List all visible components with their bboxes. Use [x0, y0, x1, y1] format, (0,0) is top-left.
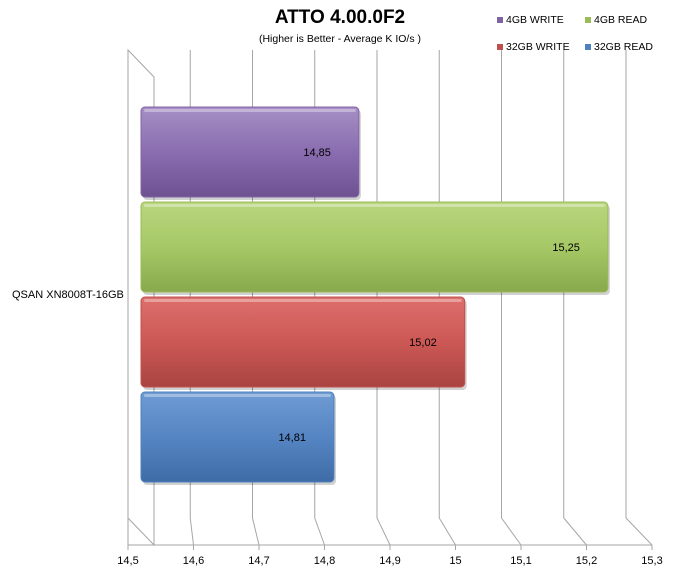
- legend-label-32gb-write: 32GB WRITE: [506, 41, 570, 53]
- gridline-floor: [438, 517, 456, 546]
- bar-4gb-write: [140, 106, 360, 198]
- x-tick-label: 15: [449, 555, 461, 567]
- legend-item-4gb-read: 4GB READ: [585, 14, 648, 26]
- x-tick-label: 15,1: [510, 555, 531, 567]
- bars: [140, 106, 610, 485]
- bar-highlight: [144, 109, 356, 112]
- data-label-32gb-read: 14,81: [278, 432, 306, 444]
- gridline-floor: [189, 517, 194, 546]
- bar-highlight: [144, 204, 605, 207]
- legend-swatch-4gb-read: [585, 17, 591, 23]
- gridline-floor: [563, 517, 587, 546]
- bar-32gb-write: [140, 296, 466, 388]
- data-label-32gb-write: 15,02: [409, 337, 437, 349]
- gridline-floor: [625, 517, 653, 546]
- x-tick-label: 14,7: [248, 555, 269, 567]
- x-tick-label: 14,6: [183, 555, 204, 567]
- x-tick-label: 14,9: [379, 555, 400, 567]
- x-tick-label: 15,2: [576, 555, 597, 567]
- gridline-floor: [252, 517, 260, 546]
- data-label-4gb-write: 14,85: [303, 147, 331, 159]
- data-labels: 14,85 15,25 15,02 14,81: [278, 147, 579, 444]
- category-label: QSAN XN8008T-16GB: [12, 289, 124, 301]
- data-label-4gb-read: 15,25: [552, 242, 580, 254]
- legend-swatch-4gb-write: [497, 17, 503, 23]
- legend-item-4gb-write: 4GB WRITE: [497, 14, 564, 26]
- gridline-floor: [501, 517, 522, 546]
- chart-subtitle: (Higher is Better - Average K IO/s ): [259, 33, 421, 45]
- gridline-floor: [314, 517, 325, 546]
- legend-label-4gb-write: 4GB WRITE: [506, 14, 564, 26]
- legend-label-32gb-read: 32GB READ: [594, 41, 653, 53]
- bar-highlight: [144, 394, 331, 397]
- x-tick-label: 15,3: [641, 555, 662, 567]
- bar-highlight: [144, 299, 462, 302]
- bar-4gb-read: [140, 201, 609, 293]
- x-tick-label: 14,8: [314, 555, 335, 567]
- bar-32gb-read: [140, 391, 335, 483]
- legend-item-32gb-write: 32GB WRITE: [497, 41, 570, 53]
- legend-label-4gb-read: 4GB READ: [594, 14, 648, 26]
- legend-swatch-32gb-read: [585, 44, 591, 50]
- legend-swatch-32gb-write: [497, 44, 503, 50]
- x-tick-label: 14,5: [117, 555, 138, 567]
- gridline-floor: [376, 517, 391, 546]
- legend: 4GB WRITE 4GB READ 32GB WRITE 32GB READ: [497, 14, 653, 53]
- legend-item-32gb-read: 32GB READ: [585, 41, 653, 53]
- x-axis: 14,5 14,6 14,7 14,8 14,9 15 15,1 15,2 15,3: [117, 544, 663, 567]
- chart-title: ATTO 4.00.0F2: [275, 7, 405, 28]
